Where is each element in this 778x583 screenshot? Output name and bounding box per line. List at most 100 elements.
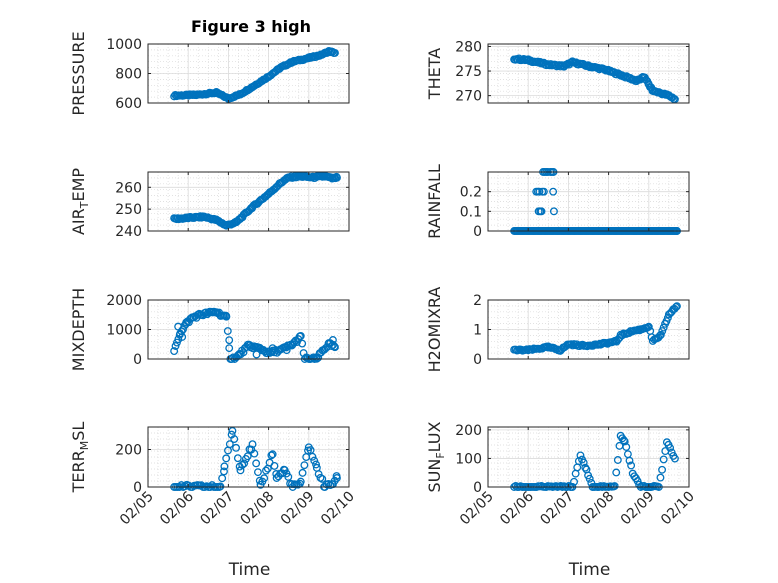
sunflux-point: [625, 456, 634, 465]
sunflux-y-tick-label: 200: [455, 423, 482, 439]
mixdepth-point: [178, 333, 187, 341]
mixdepth-point: [298, 339, 307, 348]
sunflux-x-axis-label: Time: [568, 560, 611, 580]
sunflux-x-tick-label: 02/08: [578, 489, 618, 529]
mixdepth-point: [170, 347, 179, 356]
sunflux-y-axis-label: SUNFLUX: [425, 421, 447, 492]
mixdepth-point: [174, 322, 183, 331]
terrmsl-point: [332, 474, 341, 482]
sunflux-point: [633, 477, 642, 485]
sunflux-y-axis-label-tail: LUX: [425, 421, 444, 452]
mixdepth-point: [229, 353, 238, 362]
mixdepth-y-tick-label: 0: [133, 352, 142, 368]
mixdepth-axes: 0 1000 2000 MIXDEPTH: [69, 288, 350, 371]
terrmsl-point: [220, 462, 229, 471]
terrmsl-y-axis-label-text: TERR: [69, 450, 88, 493]
sunflux-point: [627, 461, 636, 470]
airtemp-y-axis-label-text: AIR: [69, 208, 88, 235]
theta-y-tick-label: 275: [455, 64, 482, 80]
terrmsl-point: [318, 474, 327, 483]
h2omixra-point: [659, 323, 668, 332]
h2omixra-y-axis-label-text: H2OMIXRA: [425, 287, 444, 373]
terrmsl-point: [250, 449, 259, 458]
h2omixra-point: [644, 322, 653, 331]
sunflux-y-axis-label-subscript: F: [434, 452, 447, 458]
terrmsl-x-tick-label: 02/06: [157, 488, 197, 528]
terrmsl-point: [216, 482, 225, 491]
pressure-series: [170, 46, 339, 103]
theta-y-axis-label-text: THETA: [425, 48, 444, 100]
sunflux-y-tick-label: 100: [455, 451, 482, 467]
mixdepth-point: [222, 312, 231, 321]
h2omixra-point: [663, 313, 672, 322]
mixdepth-point: [282, 346, 291, 355]
rainfall-point: [549, 187, 558, 196]
pressure-y-axis-label: PRESSURE: [69, 31, 88, 115]
terrmsl-x-axis-label: Time: [228, 560, 271, 580]
figure-title: Figure 3 high: [191, 17, 311, 36]
terrmsl-y-tick-label: 0: [133, 480, 142, 496]
pressure-y-tick-label: 1000: [106, 37, 142, 53]
terrmsl-point: [218, 474, 227, 483]
terrmsl-y-tick-label: 200: [115, 443, 142, 459]
terrmsl-point: [248, 440, 257, 449]
airtemp-axes-box: [147, 171, 350, 232]
rainfall-y-axis-label-text: RAINFALL: [425, 164, 444, 239]
mixdepth-point: [246, 343, 255, 352]
terrmsl-point: [228, 426, 237, 435]
terrmsl-point: [236, 466, 245, 475]
sunflux-y-axis-label-text: SUN: [425, 459, 444, 493]
terrmsl-point: [296, 477, 305, 486]
rainfall-axes-box: [487, 171, 690, 232]
h2omixra-series: [510, 302, 681, 355]
airtemp-series: [170, 171, 341, 230]
h2omixra-point: [655, 331, 664, 340]
terrmsl-point: [308, 452, 317, 461]
mixdepth-point: [296, 332, 305, 340]
h2omixra-axes: 0 1 2 H2OMIXRA: [425, 287, 690, 373]
terrmsl-x-tick-label: 02/08: [238, 489, 278, 529]
terrmsl-point: [267, 451, 276, 460]
terrmsl-y-axis-label: TERRMSL: [69, 422, 91, 494]
sunflux-x-tick-label: 02/09: [618, 489, 658, 529]
terrmsl-point: [232, 443, 240, 452]
terrmsl-x-tick-label: 02/07: [197, 489, 237, 529]
mixdepth-point: [223, 327, 232, 335]
terrmsl-point: [243, 452, 252, 461]
terrmsl-point: [177, 481, 186, 490]
h2omixra-point: [567, 340, 576, 349]
sunflux-point: [670, 454, 679, 463]
h2omixra-point: [672, 302, 681, 311]
terrmsl-axes-box: [147, 426, 350, 488]
rainfall-y-axis-label: RAINFALL: [425, 164, 444, 239]
sunflux-point: [658, 465, 667, 474]
h2omixra-point: [671, 303, 680, 312]
sunflux-point: [620, 437, 629, 446]
terrmsl-point: [262, 466, 270, 475]
terrmsl-x-tick-label: 02/10: [318, 489, 358, 529]
theta-y-tick-label: 270: [455, 89, 482, 105]
mixdepth-point: [330, 343, 339, 352]
sunflux-x-tick-label: 02/07: [537, 489, 577, 529]
mixdepth-point: [268, 344, 277, 353]
sunflux-point: [610, 482, 619, 491]
rainfall-y-tick-label: 0.2: [460, 185, 482, 201]
rainfall-y-tick-label: 0: [473, 224, 482, 240]
mixdepth-point: [309, 353, 318, 362]
h2omixra-y-tick-label: 0: [473, 352, 482, 368]
sunflux-point: [576, 451, 585, 460]
terrmsl-point: [225, 440, 234, 449]
sunflux-point: [622, 443, 631, 451]
terrmsl-point: [220, 467, 228, 476]
airtemp-y-axis-label: AIRTEMP: [69, 168, 91, 235]
terrmsl-point: [300, 461, 309, 470]
sunflux-axes-box: [487, 426, 690, 488]
terrmsl-point: [298, 468, 307, 477]
mixdepth-y-tick-label: 1000: [106, 323, 142, 339]
theta-axes: 270 275 280 THETA: [425, 39, 690, 105]
theta-axes-box: [487, 43, 690, 104]
mixdepth-point: [328, 336, 337, 344]
airtemp-y-axis-label-tail: EMP: [69, 168, 88, 202]
sunflux-point: [570, 477, 578, 486]
